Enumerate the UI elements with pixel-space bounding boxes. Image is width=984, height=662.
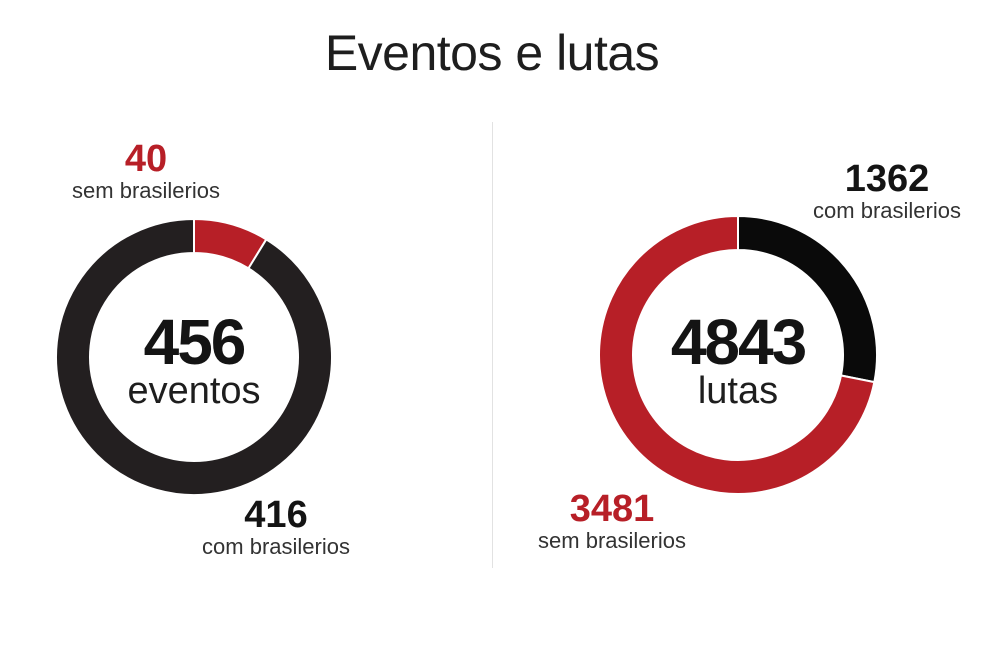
callout-label: sem brasilerios [538,528,686,553]
callout-value: 1362 [844,158,930,200]
donut-chart-eventos [55,217,333,496]
callout-lutas-com: 1362 com brasilerios [792,160,982,222]
callout-eventos-sem: 40 sem brasilerios [46,140,246,202]
callout-value: 3481 [569,488,655,530]
callout-eventos-com: 416 com brasilerios [176,496,376,558]
total-lutas-value: 4843 [670,306,807,378]
total-eventos-value: 456 [143,306,247,378]
callout-lutas-sem: 3481 sem brasilerios [512,490,712,552]
donut-chart-lutas [598,214,878,495]
donut-slice-sem-brasilerios [598,214,876,495]
total-eventos-label: eventos [127,370,261,412]
chart-title: Eventos e lutas [324,25,660,81]
total-lutas-label: lutas [697,370,779,412]
callout-value: 416 [244,494,308,536]
callout-label: com brasilerios [202,534,350,559]
callout-label: sem brasilerios [72,178,220,203]
callout-value: 40 [124,138,168,180]
donut-slice-com-brasilerios [55,217,333,496]
callout-label: com brasilerios [813,198,961,223]
divider [492,122,493,568]
